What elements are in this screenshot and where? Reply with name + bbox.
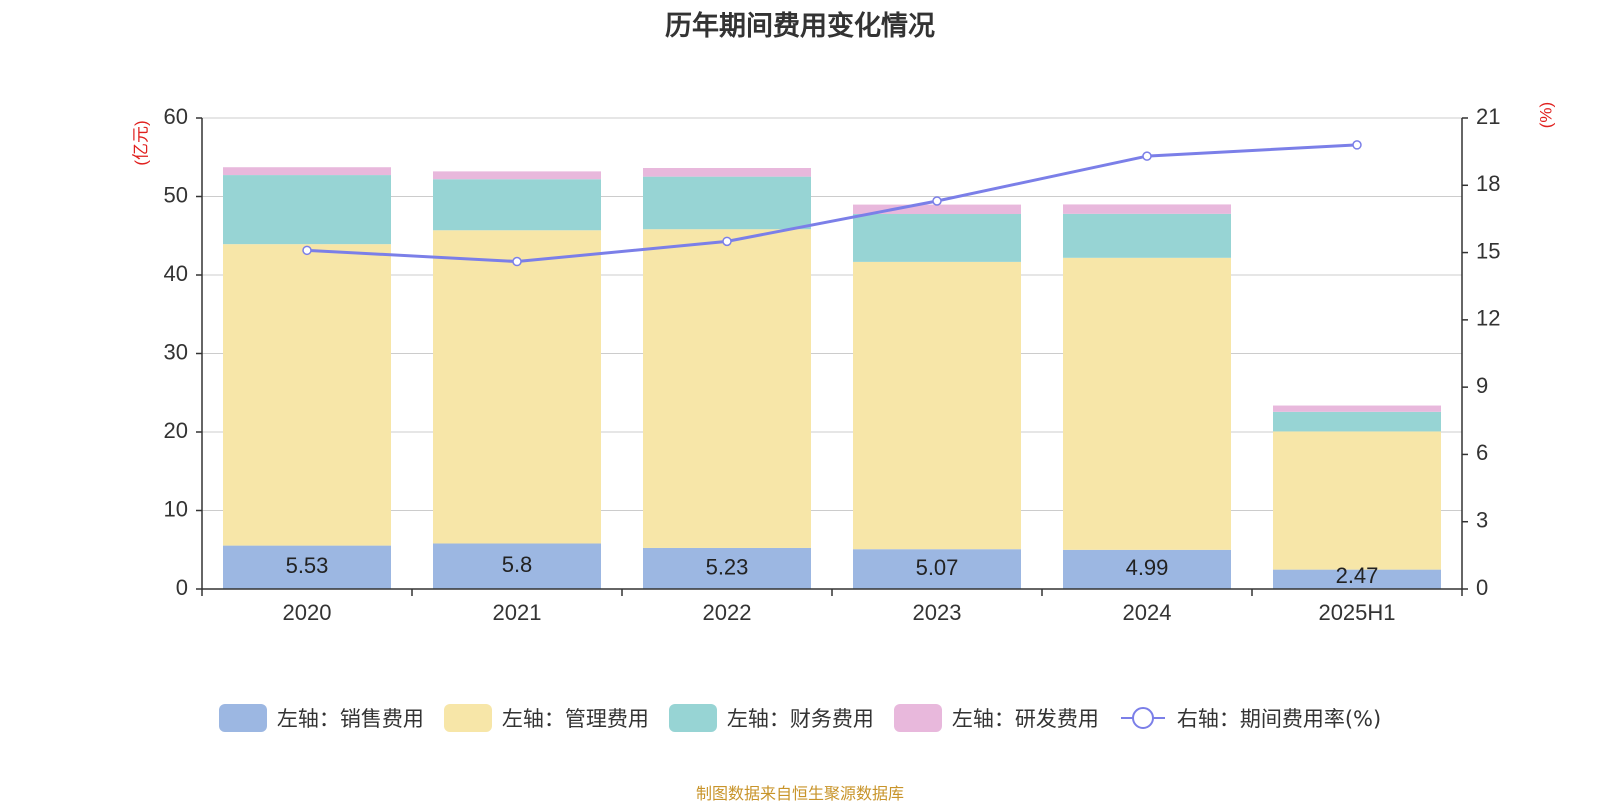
bar-segment-2-2020 [223,175,391,245]
legend-label-rd: 左轴：研发费用 [951,707,1099,731]
bar-segment-3-2025H1 [1273,405,1441,412]
chart-legend: 左轴：销售费用 左轴：管理费用 左轴：财务费用 左轴：研发费用 右轴：期间费用率… [0,703,1600,733]
bar-segment-0-2021 [433,543,601,589]
legend-label-admin: 左轴：管理费用 [501,707,649,731]
data-label-sales-2020: 5.53 [286,553,329,578]
right-tick-label: 12 [1476,306,1500,331]
right-tick-label: 0 [1476,575,1488,600]
bar-segment-1-2020 [223,244,391,546]
bar-segment-0-2020 [223,545,391,589]
legend-line-marker-icon [1120,707,1165,729]
data-label-sales-2023: 5.07 [916,555,959,580]
axes: 0 10 20 30 40 50 60 0 3 6 9 12 15 18 21 2020 2021 2022 202… [164,104,1501,625]
legend-swatch-rd [893,704,942,732]
ratio-point-2023 [932,196,942,206]
left-axis-unit-label: (亿元) [131,120,150,165]
bar-segment-0-2022 [643,547,811,589]
legend-item-rd-expense[interactable]: 左轴：研发费用 [893,703,1099,733]
chart-canvas: 5.53 5.8 5.23 5.07 4.99 2.47 0 10 20 30 40 50 60 0 3 6… [131,102,1555,625]
bar-segment-1-2022 [643,229,811,548]
right-tick-label: 6 [1476,440,1488,465]
left-tick-label: 60 [164,104,188,129]
bar-segment-2-2024 [1063,213,1231,258]
ratio-point-2020 [302,245,312,256]
line-series [302,140,1362,267]
bar-segment-0-2023 [853,549,1021,589]
bar-segment-3-2022 [643,168,811,177]
left-tick-label: 20 [164,418,188,443]
left-tick-label: 40 [164,261,188,286]
right-tick-label: 3 [1476,508,1488,533]
right-axis-unit-label: (%) [1536,102,1555,128]
right-tick-label: 18 [1476,171,1500,196]
right-tick-label: 9 [1476,373,1488,398]
legend-item-sales-expense[interactable]: 左轴：销售费用 [218,703,424,733]
x-tick-label-2021: 2021 [493,600,542,625]
bar-segment-1-2025H1 [1273,431,1441,570]
x-tick-label-2024: 2024 [1123,600,1172,625]
source-footnote: 制图数据来自恒生聚源数据库 [695,784,904,803]
data-label-sales-2022: 5.23 [706,554,749,579]
bar-segment-2-2021 [433,179,601,231]
data-label-sales-2021: 5.8 [502,552,533,577]
bar-segment-3-2024 [1063,204,1231,214]
legend-swatch-finance [668,704,717,732]
bar-segment-3-2023 [853,204,1021,215]
legend-label-sales: 左轴：销售费用 [276,707,424,731]
x-tick-label-2025H1: 2025H1 [1318,600,1395,625]
x-tick-label-2020: 2020 [283,600,332,625]
grid-lines [202,117,1462,511]
ratio-point-2025H1 [1352,140,1362,150]
x-tick-label-2023: 2023 [913,600,962,625]
data-label-sales-2025H1: 2.47 [1336,563,1379,588]
legend-item-admin-expense[interactable]: 左轴：管理费用 [443,703,649,733]
bar-segment-3-2021 [433,171,601,180]
ratio-point-2022 [722,236,732,247]
data-label-sales-2024: 4.99 [1126,555,1169,580]
left-tick-label: 10 [164,496,188,521]
bar-segment-1-2024 [1063,257,1231,550]
chart-title: 历年期间费用变化情况 [665,11,935,42]
legend-item-finance-expense[interactable]: 左轴：财务费用 [668,703,874,733]
x-tick-label-2022: 2022 [703,600,752,625]
right-tick-label: 21 [1476,104,1500,129]
ratio-point-2021 [512,256,522,267]
bar-segment-2-2023 [853,214,1021,262]
left-tick-label: 0 [176,575,188,600]
expense-ratio-line [306,143,1358,264]
bar-segment-3-2020 [223,167,391,176]
bar-segment-0-2025H1 [1273,569,1441,589]
legend-item-expense-ratio[interactable]: 右轴：期间费用率(%) [1119,703,1381,733]
legend-swatch-sales [218,704,267,732]
legend-label-ratio: 右轴：期间费用率(%) [1176,707,1382,731]
ratio-point-2024 [1142,151,1152,161]
bar-series: 5.53 5.8 5.23 5.07 4.99 2.47 [223,167,1441,589]
legend-label-finance: 左轴：财务费用 [726,707,874,731]
right-tick-label: 15 [1476,238,1500,263]
left-tick-label: 30 [164,339,188,364]
bar-segment-1-2021 [433,230,601,544]
bar-segment-2-2022 [643,176,811,230]
left-tick-label: 50 [164,182,188,207]
bar-segment-1-2023 [853,261,1021,550]
bar-segment-0-2024 [1063,549,1231,589]
legend-swatch-admin [443,704,492,732]
bar-segment-2-2025H1 [1273,411,1441,432]
